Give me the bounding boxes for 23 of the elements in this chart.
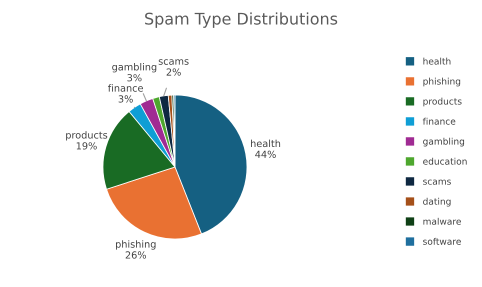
legend-label: finance bbox=[422, 118, 456, 125]
legend-label: software bbox=[423, 238, 461, 245]
legend-label: education bbox=[423, 158, 467, 165]
data-label: 44% bbox=[255, 150, 276, 158]
legend-label: malware bbox=[423, 218, 461, 225]
legend-label: scams bbox=[423, 180, 451, 185]
slice-label: finance bbox=[108, 84, 143, 92]
legend-label: health bbox=[423, 58, 450, 65]
slice-label: products bbox=[66, 131, 108, 141]
slice-label: health bbox=[251, 140, 280, 148]
legend-label: products bbox=[423, 98, 462, 106]
chart-title: Spam Type Distributions bbox=[145, 12, 338, 28]
legend-label: gambling bbox=[423, 138, 464, 146]
legend-label: dating bbox=[423, 198, 451, 207]
data-label: 19% bbox=[76, 142, 97, 150]
legend-label: phishing bbox=[423, 78, 460, 86]
slice-label: gambling bbox=[112, 63, 156, 72]
data-label: 3% bbox=[127, 74, 142, 82]
slice-label: phishing bbox=[116, 240, 156, 250]
data-label: 3% bbox=[118, 95, 133, 103]
slice-label: scams bbox=[158, 59, 189, 65]
data-label: 26% bbox=[126, 251, 146, 259]
data-label: 2% bbox=[166, 68, 181, 76]
